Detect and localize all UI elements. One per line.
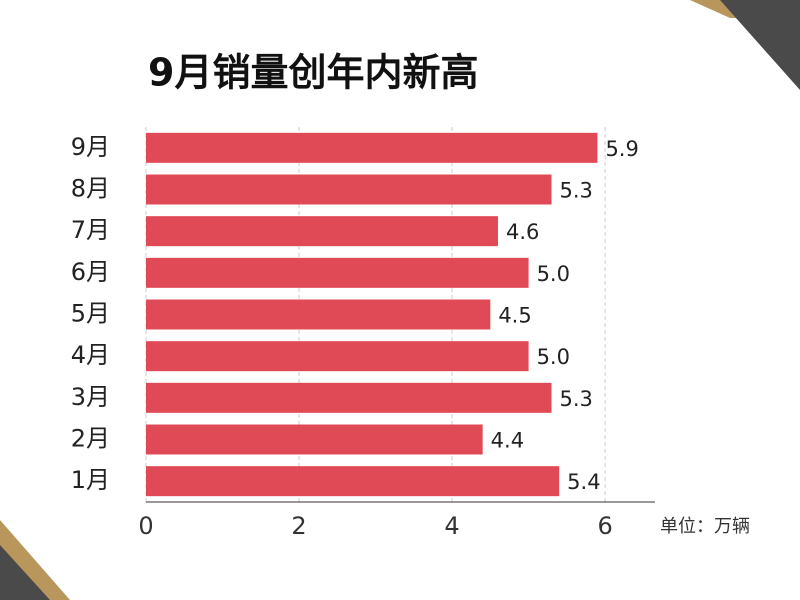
value-label: 4.6	[506, 220, 539, 244]
value-label: 5.4	[567, 470, 600, 494]
bar	[146, 174, 552, 205]
bar	[146, 341, 529, 372]
y-tick-label: 1月	[71, 466, 110, 494]
bar	[146, 299, 491, 330]
bar	[146, 466, 560, 497]
value-label: 4.4	[491, 429, 524, 453]
x-tick-label: 0	[138, 512, 153, 540]
x-tick-label: 6	[597, 512, 612, 540]
bar	[146, 216, 498, 247]
y-tick-label: 8月	[71, 175, 110, 203]
y-tick-label: 5月	[71, 300, 110, 328]
value-label: 5.3	[560, 179, 593, 203]
y-tick-label: 7月	[71, 216, 110, 244]
bar	[146, 382, 552, 413]
corner-decoration	[720, 0, 800, 90]
value-label: 5.3	[560, 387, 593, 411]
bar	[146, 132, 598, 163]
value-label: 5.0	[537, 345, 570, 369]
x-tick-label: 4	[444, 512, 459, 540]
chart-title: 9月销量创年内新高	[148, 51, 478, 95]
unit-label: 单位：万辆	[660, 516, 750, 537]
y-tick-label: 6月	[71, 258, 110, 286]
y-tick-label: 3月	[71, 383, 110, 411]
y-tick-label: 9月	[71, 133, 110, 161]
corner-decoration	[0, 545, 50, 600]
value-label: 5.9	[605, 137, 638, 161]
y-tick-label: 4月	[71, 341, 110, 369]
x-tick-label: 2	[291, 512, 306, 540]
bar	[146, 424, 483, 455]
value-label: 5.0	[537, 262, 570, 286]
y-tick-label: 2月	[71, 425, 110, 453]
bar	[146, 257, 529, 288]
value-label: 4.5	[498, 304, 531, 328]
